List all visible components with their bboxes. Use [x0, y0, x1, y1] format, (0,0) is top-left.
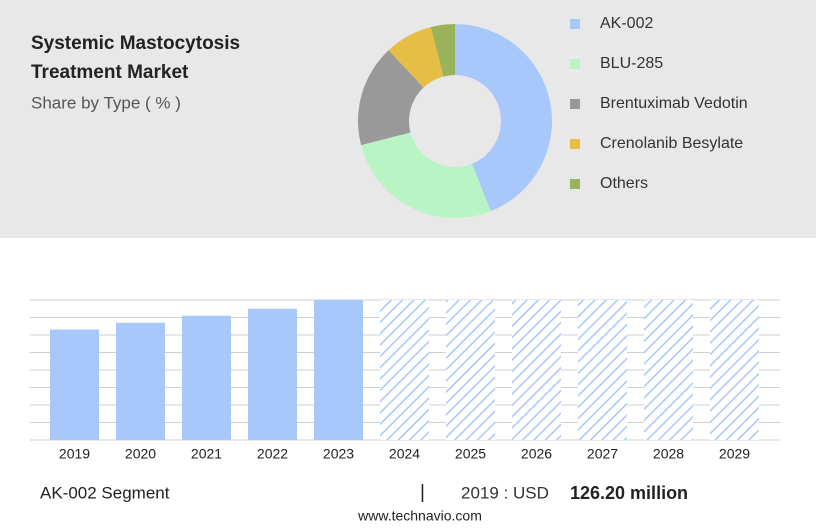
x-tick-label: 2019 [59, 446, 90, 462]
x-tick-label: 2027 [587, 446, 618, 462]
legend-label: Others [600, 175, 648, 192]
legend-swatch [570, 19, 580, 29]
bar [116, 322, 165, 440]
year-label: 2019 : USD [461, 483, 549, 502]
donut-slice [455, 24, 552, 212]
x-tick-label: 2026 [521, 446, 552, 462]
legend-label: Crenolanib Besylate [600, 135, 743, 152]
segment-label: AK-002 Segment [40, 483, 170, 502]
source: www.technavio.com [357, 508, 482, 524]
donut-slice [430, 24, 455, 77]
x-tick-label: 2022 [257, 446, 288, 462]
forecast-bar [380, 300, 429, 440]
x-tick-label: 2028 [653, 446, 684, 462]
chart-title: Treatment Market [31, 62, 189, 83]
x-tick-label: 2020 [125, 446, 156, 462]
legend-swatch [570, 179, 580, 189]
x-tick-label: 2021 [191, 446, 222, 462]
legend-swatch [570, 59, 580, 69]
x-tick-label: 2023 [323, 446, 354, 462]
chart-title: Systemic Mastocytosis [31, 33, 240, 54]
chart-subtitle: Share by Type ( % ) [31, 93, 181, 112]
legend-label: Brentuximab Vedotin [600, 95, 748, 112]
x-tick-label: 2024 [389, 446, 420, 462]
bar [182, 315, 231, 440]
bar [314, 300, 363, 440]
donut-slice [357, 50, 424, 146]
legend-label: AK-002 [600, 15, 653, 32]
x-tick-label: 2029 [719, 446, 750, 462]
legend-swatch [570, 139, 580, 149]
bar [50, 329, 99, 440]
forecast-bar [710, 300, 759, 440]
forecast-bar [446, 300, 495, 440]
segment-value: 126.20 million [570, 483, 688, 503]
forecast-bar [512, 300, 561, 440]
bar [248, 308, 297, 440]
legend-label: BLU-285 [600, 55, 663, 72]
separator: | [420, 482, 425, 503]
donut-slice [361, 132, 491, 219]
donut-slice [388, 27, 444, 88]
legend-swatch [570, 99, 580, 109]
forecast-bar [644, 300, 693, 440]
forecast-bar [578, 300, 627, 440]
x-tick-label: 2025 [455, 446, 486, 462]
